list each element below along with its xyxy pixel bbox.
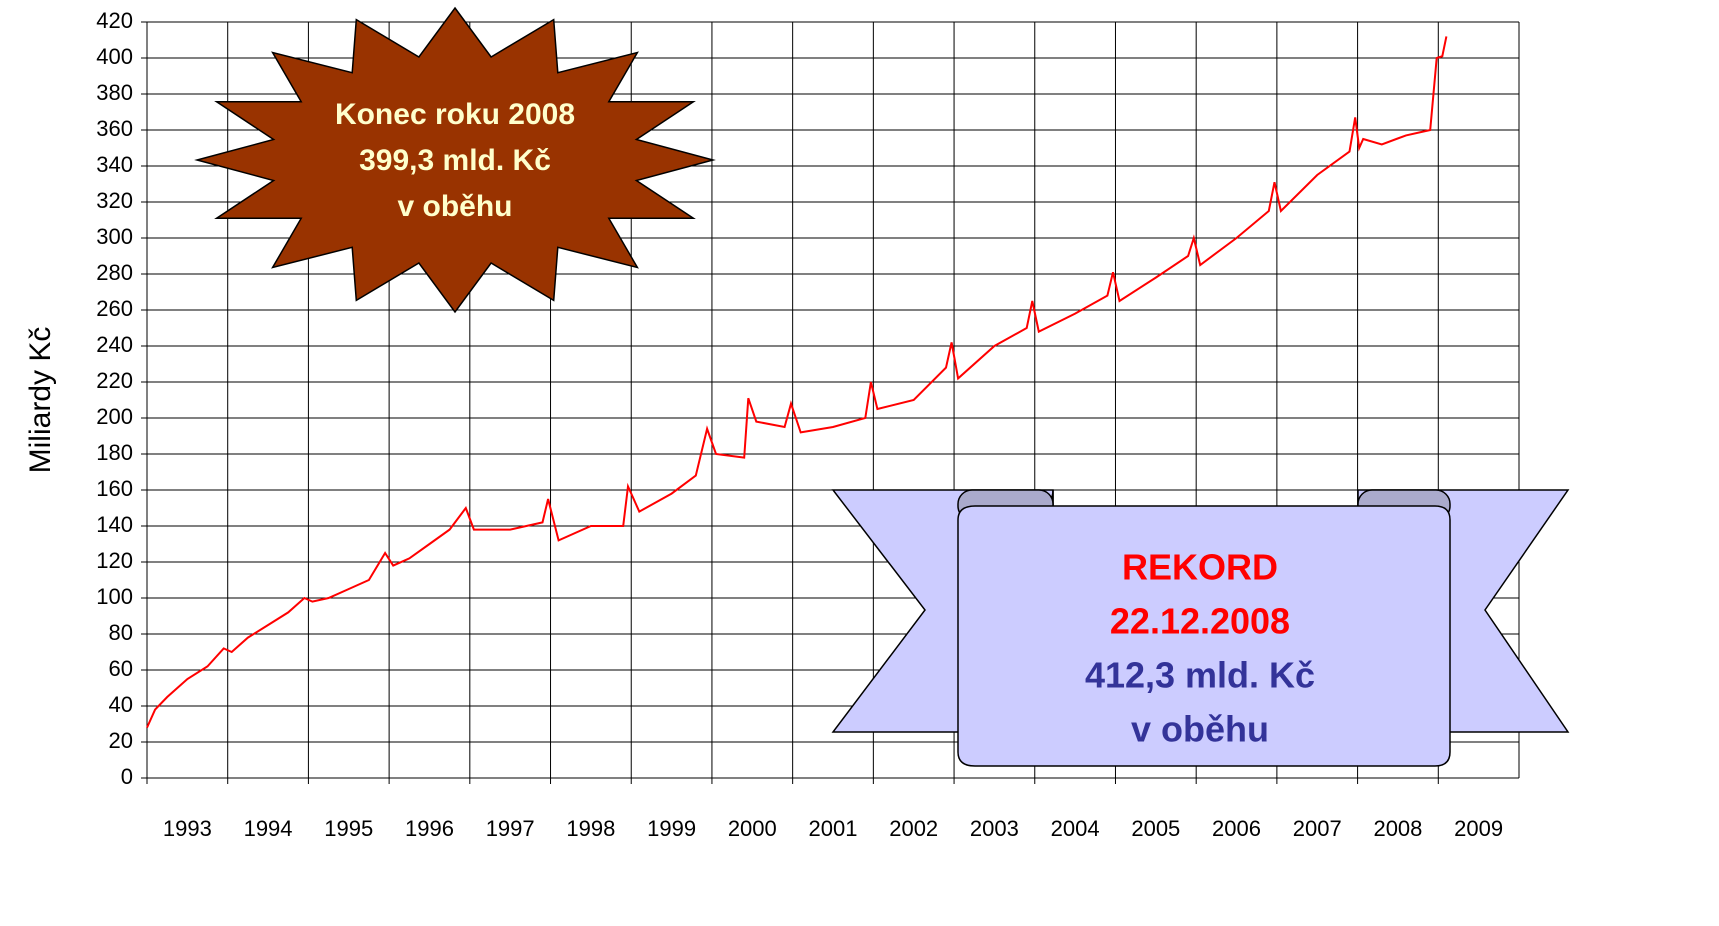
x-tick-label: 2007 — [1293, 816, 1342, 841]
y-tick-label: 320 — [96, 188, 133, 213]
y-axis-label: Miliardy Kč — [24, 327, 57, 474]
x-tick-label: 2002 — [889, 816, 938, 841]
y-tick-label: 220 — [96, 368, 133, 393]
x-tick-label: 1993 — [163, 816, 212, 841]
y-tick-label: 0 — [121, 764, 133, 789]
x-tick-label: 2008 — [1373, 816, 1422, 841]
y-tick-label: 140 — [96, 512, 133, 537]
ribbon-panel — [957, 505, 1451, 767]
ribbon-text: REKORD — [1122, 547, 1278, 588]
data-line — [146, 36, 1448, 729]
star-text: 399,3 mld. Kč — [359, 144, 551, 177]
y-tick-label: 60 — [109, 656, 133, 681]
y-tick-label: 80 — [109, 620, 133, 645]
x-tick-label: 2003 — [970, 816, 1019, 841]
y-tick-label: 180 — [96, 440, 133, 465]
x-tick-label: 1996 — [405, 816, 454, 841]
x-tick-label: 2000 — [728, 816, 777, 841]
y-tick-label: 260 — [96, 296, 133, 321]
y-tick-label: 300 — [96, 224, 133, 249]
y-tick-label: 360 — [96, 116, 133, 141]
x-tick-label: 2001 — [809, 816, 858, 841]
x-tick-label: 2009 — [1454, 816, 1503, 841]
x-tick-label: 1997 — [486, 816, 535, 841]
y-tick-label: 200 — [96, 404, 133, 429]
x-tick-label: 2004 — [1051, 816, 1100, 841]
y-tick-label: 120 — [96, 548, 133, 573]
x-tick-label: 1994 — [244, 816, 293, 841]
y-tick-label: 280 — [96, 260, 133, 285]
y-tick-label: 380 — [96, 80, 133, 105]
ribbon-text: 412,3 mld. Kč — [1085, 655, 1315, 696]
x-tick-label: 2005 — [1131, 816, 1180, 841]
y-tick-label: 160 — [96, 476, 133, 501]
y-tick-label: 100 — [96, 584, 133, 609]
y-tick-label: 40 — [109, 692, 133, 717]
x-tick-label: 2006 — [1212, 816, 1261, 841]
y-tick-label: 400 — [96, 44, 133, 69]
x-tick-label: 1999 — [647, 816, 696, 841]
y-tick-label: 20 — [109, 728, 133, 753]
x-tick-label: 1998 — [566, 816, 615, 841]
ribbon-text: 22.12.2008 — [1110, 601, 1290, 642]
x-tick-label: 1995 — [324, 816, 373, 841]
y-tick-label: 340 — [96, 152, 133, 177]
star-shape — [194, 6, 716, 314]
y-tick-label: 240 — [96, 332, 133, 357]
star-text: v oběhu — [397, 190, 512, 223]
star-text: Konec roku 2008 — [335, 98, 575, 131]
ribbon-text: v oběhu — [1131, 709, 1269, 750]
y-tick-label: 420 — [96, 8, 133, 33]
